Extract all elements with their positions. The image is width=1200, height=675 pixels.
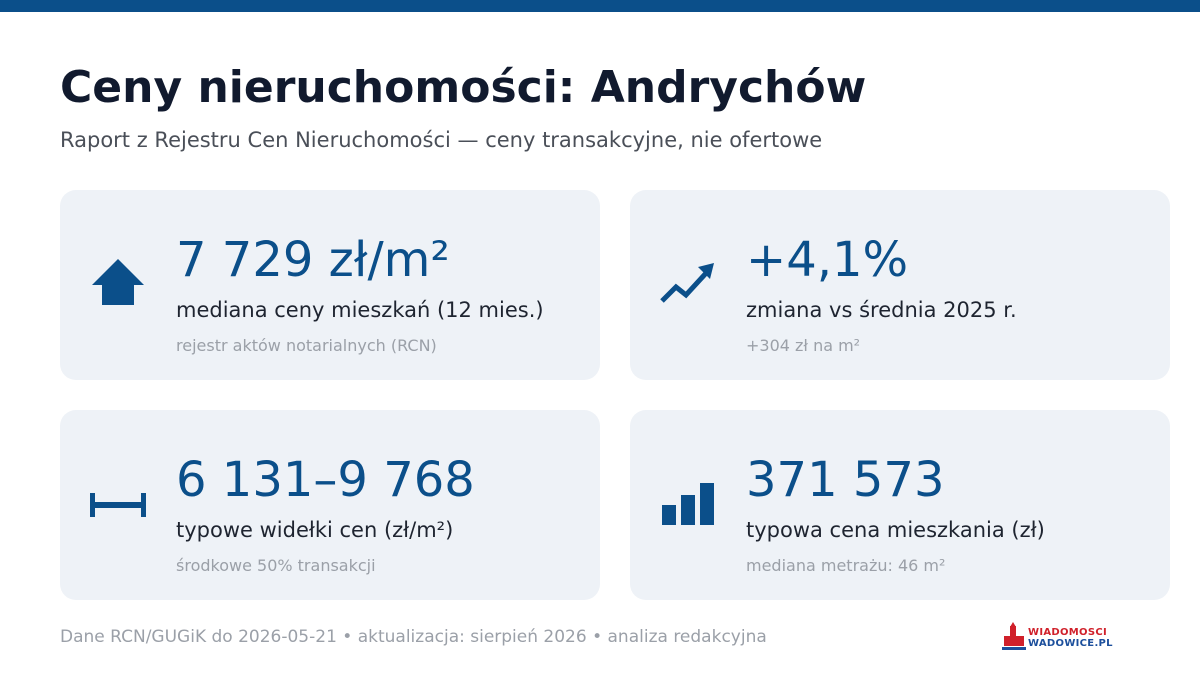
stat-value: 7 729 zł/m²	[176, 232, 450, 288]
top-bar	[0, 0, 1200, 12]
footer: Dane RCN/GUGiK do 2026-05-21 • aktualiza…	[60, 627, 767, 647]
stat-note: +304 zł na m²	[746, 336, 861, 355]
stat-value: 371 573	[746, 452, 945, 508]
trend-icon	[660, 263, 714, 303]
logo-icon	[1002, 622, 1026, 650]
logo-text: WADOWICE.PL	[1028, 638, 1113, 649]
subtitle: Raport z Rejestru Cen Nieruchomości — ce…	[60, 128, 823, 152]
stat-label: typowe widełki cen (zł/m²)	[176, 518, 454, 542]
bars-icon	[662, 483, 714, 525]
logo-text: WIADOMOSCI	[1028, 627, 1108, 638]
stat-label: zmiana vs średnia 2025 r.	[746, 298, 1017, 322]
stat-value: +4,1%	[746, 232, 909, 288]
stat-card: 6 131–9 768 typowe widełki cen (zł/m²) ś…	[60, 410, 600, 600]
stat-note: mediana metrażu: 46 m²	[746, 556, 946, 575]
stat-label: mediana ceny mieszkań (12 mies.)	[176, 298, 544, 322]
stat-card: +4,1% zmiana vs średnia 2025 r. +304 zł …	[630, 190, 1170, 380]
stat-value: 6 131–9 768	[176, 452, 475, 508]
stat-note: rejestr aktów notarialnych (RCN)	[176, 336, 437, 355]
house-icon	[92, 259, 144, 305]
title: Ceny nieruchomości: Andrychów	[60, 62, 867, 113]
logo[interactable]: WIADOMOSCI WADOWICE.PL	[1002, 622, 1142, 654]
stat-card: 7 729 zł/m² mediana ceny mieszkań (12 mi…	[60, 190, 600, 380]
stat-note: środkowe 50% transakcji	[176, 556, 376, 575]
stat-card: 371 573 typowa cena mieszkania (zł) medi…	[630, 410, 1170, 600]
stat-label: typowa cena mieszkania (zł)	[746, 518, 1045, 542]
range-icon	[90, 493, 146, 517]
